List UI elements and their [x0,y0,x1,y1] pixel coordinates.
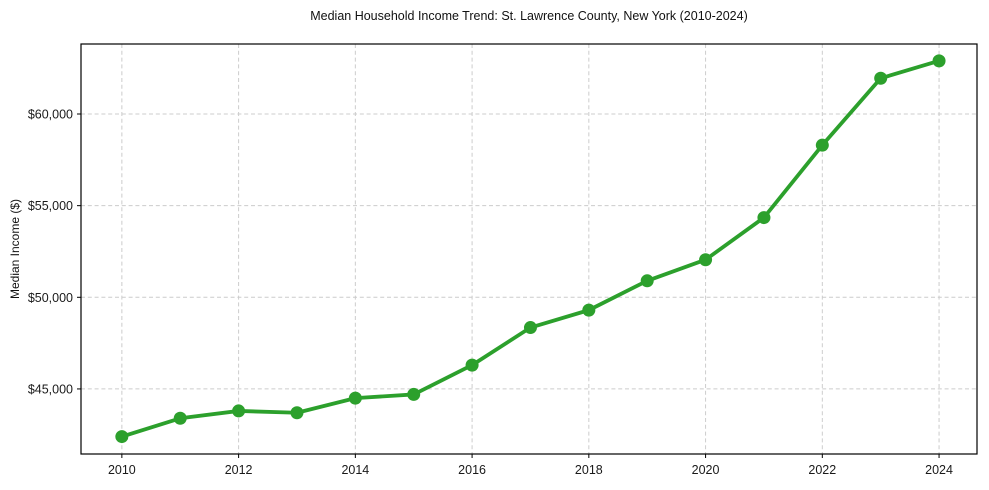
x-tick-label: 2014 [341,463,369,477]
data-point-2011 [173,411,187,425]
data-point-2010 [115,430,129,444]
x-tick-label: 2010 [108,463,136,477]
trend-line [119,58,941,439]
plot-frame [80,43,978,455]
x-tick-label: 2022 [808,463,836,477]
y-tick-label: $60,000 [28,108,73,122]
y-tick-label: $50,000 [28,291,73,305]
x-tick-label: 2020 [692,463,720,477]
y-tick-label: $45,000 [28,382,73,396]
data-point-2020 [699,253,713,267]
data-point-2022 [815,138,829,152]
y-tick-label: $55,000 [28,199,73,213]
x-tick-label: 2016 [458,463,486,477]
data-point-2021 [757,211,771,225]
data-point-2018 [582,303,596,317]
data-point-2024 [932,54,946,68]
x-tick-label: 2012 [225,463,253,477]
data-point-2012 [232,404,246,418]
data-point-2016 [465,358,479,372]
data-point-2014 [348,391,362,405]
data-point-2017 [523,321,537,335]
data-point-2019 [640,274,654,288]
data-point-2023 [874,71,888,85]
chart-title: Median Household Income Trend: St. Lawre… [310,9,748,23]
data-point-2013 [290,406,304,420]
data-point-2015 [407,387,421,401]
x-tick-label: 2018 [575,463,603,477]
x-tick-label: 2024 [925,463,953,477]
